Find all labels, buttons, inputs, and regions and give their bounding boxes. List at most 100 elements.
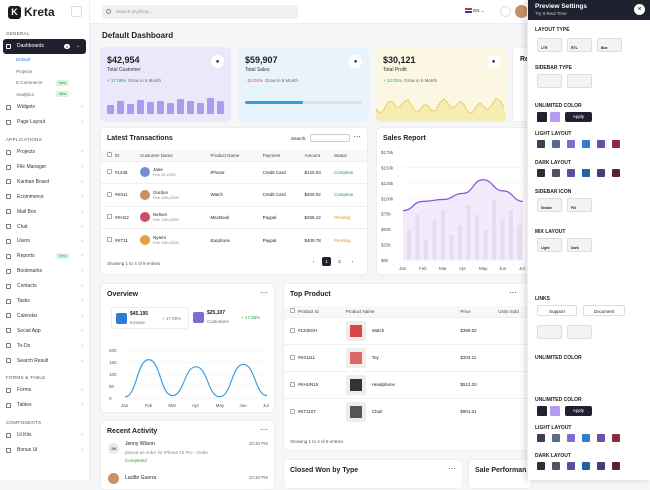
layout-option[interactable]: Box [597,38,622,52]
sidebar-item-to-do[interactable]: To-Do › [0,338,89,353]
color-swatch[interactable] [550,112,560,122]
submenu-e-commerce[interactable]: E-Commerce New [0,77,89,89]
page-2[interactable]: 2 [338,259,341,264]
sidebar-item-users[interactable]: Users › [0,234,89,249]
color-swatch[interactable] [582,462,590,470]
color-swatch[interactable] [582,169,590,177]
sidebar-item-page-layout[interactable]: Page Layout › [0,115,89,130]
sidebar-item-calendar[interactable]: Calendar › [0,308,89,323]
table-row[interactable]: #1245 Jane Feb 12,2025 iPhone Credit Card $12… [101,160,367,184]
color-swatch[interactable] [612,140,620,148]
language-selector[interactable]: EN ⌄ [465,8,485,14]
color-swatch[interactable] [597,462,605,470]
more-icon[interactable]: ⋯ [260,425,268,434]
sidebar-toggle-icon[interactable] [71,6,82,17]
column-header[interactable]: Price [460,306,499,317]
apply-button[interactable]: Apply [565,406,592,416]
color-swatch[interactable] [552,140,560,148]
column-header[interactable]: Product Id [298,306,346,317]
next-page-icon[interactable]: › [351,259,354,264]
row-checkbox[interactable] [284,316,298,344]
table-row[interactable]: #1345GH Watch $399.02 [284,316,531,344]
apply-button[interactable]: Apply [565,112,592,122]
column-header[interactable]: Status [333,150,367,161]
submenu-default[interactable]: Default [0,54,89,66]
color-swatch[interactable] [552,434,560,442]
sidebar-item-contacts[interactable]: Contacts › [0,279,89,294]
more-icon[interactable]: ⋯ [353,132,361,141]
layout-option[interactable]: Dark [567,238,592,252]
sidebar-item-forms[interactable]: Forms › [0,383,89,398]
color-swatch[interactable] [567,140,575,148]
table-search-input[interactable] [310,134,350,142]
document-link[interactable]: Document [583,305,625,316]
sidebar-item-kanban-board[interactable]: Kanban Board › [0,174,89,189]
sidebar-item-reports[interactable]: Reports New › [0,249,89,264]
color-swatch[interactable] [612,434,620,442]
layout-option[interactable] [567,325,592,339]
color-swatch[interactable] [567,169,575,177]
row-checkbox[interactable] [284,370,298,398]
layout-option[interactable] [537,325,562,339]
sidebar-item-chat[interactable]: Chat › [0,219,89,234]
page-1[interactable]: 1 [322,257,331,266]
color-swatch[interactable] [552,169,560,177]
layout-option[interactable]: Fill [567,198,592,212]
avatar[interactable] [515,5,528,18]
layout-option[interactable]: Light [537,238,562,252]
sidebar-item-dashboards[interactable]: Dashboards 4 ⌄ [3,39,86,54]
color-swatch[interactable] [597,169,605,177]
sidebar-item-ecommerce[interactable]: Ecommerce › [0,189,89,204]
layout-option[interactable]: Stroke [537,198,562,212]
color-swatch[interactable] [582,140,590,148]
color-swatch[interactable] [597,140,605,148]
column-header[interactable]: Product Name [210,150,263,161]
logo[interactable]: K Kreta [0,0,89,24]
color-swatch[interactable] [552,462,560,470]
select-all-checkbox[interactable] [101,150,115,161]
row-checkbox[interactable] [101,160,115,184]
row-checkbox[interactable] [101,205,115,229]
column-header[interactable]: Units Sold [498,306,531,317]
color-swatch[interactable] [537,462,545,470]
row-checkbox[interactable] [101,183,115,206]
table-row[interactable]: #KHUN15 Headphone $512.20 [284,370,531,398]
table-row[interactable]: #KT11 Nyami Feb 12th,2025 Earphone Paypal $40… [101,228,367,251]
column-header[interactable]: Payment [262,150,305,161]
color-swatch[interactable] [537,140,545,148]
color-swatch[interactable] [537,112,547,122]
sidebar-item-bonus-ui[interactable]: Bonus Ui › [0,443,89,458]
layout-option[interactable] [537,74,562,88]
color-swatch[interactable] [567,462,575,470]
color-swatch[interactable] [537,434,545,442]
sidebar-item-projects[interactable]: Projects › [0,145,89,160]
table-row[interactable]: #K01111 Toy $203.11 [284,343,531,371]
color-swatch[interactable] [567,434,575,442]
sidebar-item-bookmarks[interactable]: Bookmarks › [0,264,89,279]
select-all-checkbox[interactable] [284,306,298,317]
more-icon[interactable]: ⋯ [260,288,268,297]
row-checkbox[interactable] [101,228,115,251]
color-swatch[interactable] [550,406,560,416]
support-link[interactable]: Support [537,305,577,316]
column-header[interactable]: Amount [304,150,334,161]
sidebar-item-search-result[interactable]: Search Result › [0,353,89,368]
close-icon[interactable]: × [634,4,645,15]
sidebar-item-mail-box[interactable]: Mail Box › [0,204,89,219]
row-checkbox[interactable] [284,397,298,425]
sidebar-item-widgets[interactable]: Widgets › [0,100,89,115]
table-row[interactable]: #KH12 Nelson Feb 12th,2025 MacBook Paypal $25… [101,205,367,229]
row-checkbox[interactable] [284,343,298,371]
color-swatch[interactable] [582,434,590,442]
more-icon[interactable]: ⋯ [448,464,456,473]
search-input[interactable]: Search anything... [102,5,298,19]
sidebar-item-social-app[interactable]: Social App › [0,323,89,338]
submenu-analytics[interactable]: Analytics New [0,88,89,100]
color-swatch[interactable] [612,169,620,177]
color-swatch[interactable] [537,406,547,416]
submenu-projects[interactable]: Projects [0,65,89,77]
layout-option[interactable]: LTR [537,38,562,52]
notification-icon[interactable] [500,6,511,17]
column-header[interactable]: Product Name [345,306,461,317]
sidebar-item-file-manager[interactable]: File Manager › [0,160,89,175]
